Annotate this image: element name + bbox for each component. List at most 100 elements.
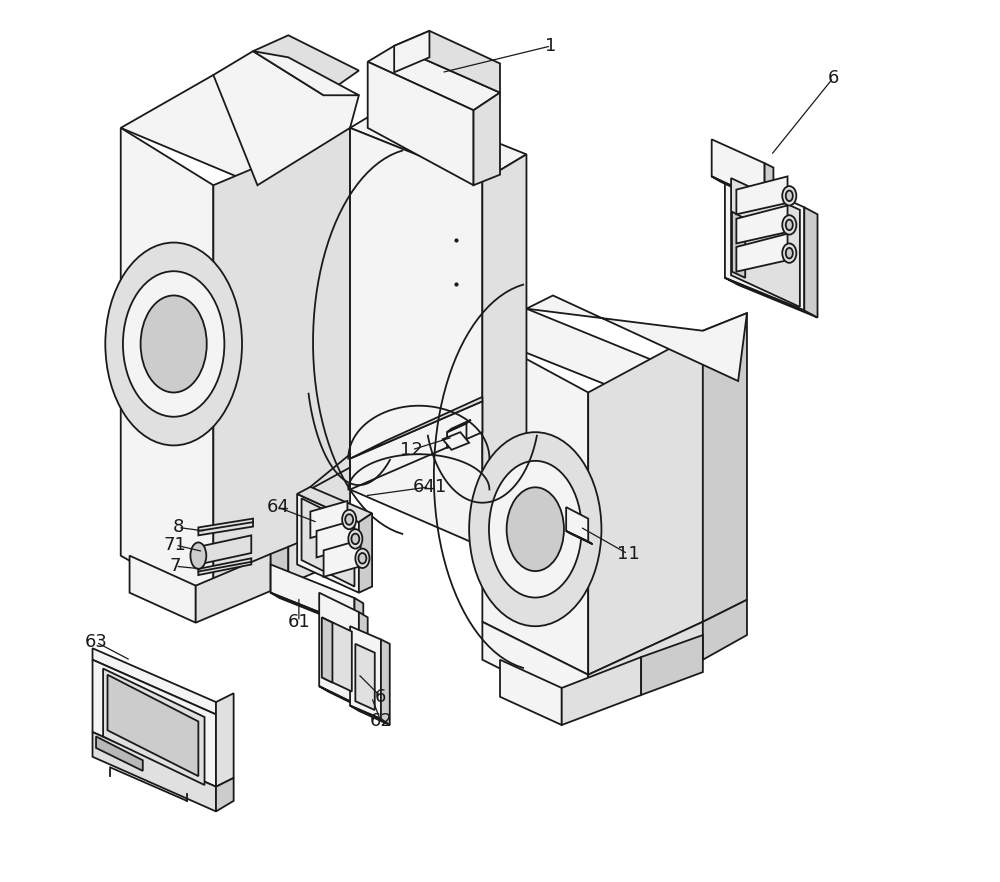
Polygon shape (736, 234, 788, 272)
Ellipse shape (190, 542, 206, 569)
Polygon shape (297, 487, 372, 522)
Ellipse shape (348, 529, 362, 549)
Polygon shape (302, 498, 354, 587)
Polygon shape (736, 206, 788, 243)
Polygon shape (350, 397, 482, 459)
Polygon shape (368, 46, 500, 110)
Polygon shape (447, 420, 471, 432)
Polygon shape (566, 507, 588, 542)
Polygon shape (736, 176, 788, 214)
Polygon shape (198, 558, 251, 575)
Polygon shape (271, 564, 354, 626)
Ellipse shape (782, 186, 796, 206)
Text: 6: 6 (828, 69, 839, 86)
Text: 62: 62 (369, 713, 392, 730)
Polygon shape (350, 101, 526, 181)
Polygon shape (359, 612, 368, 711)
Polygon shape (322, 617, 352, 691)
Polygon shape (588, 622, 703, 713)
Polygon shape (731, 178, 800, 307)
Polygon shape (725, 278, 818, 318)
Polygon shape (482, 154, 526, 547)
Polygon shape (297, 494, 359, 593)
Text: 71: 71 (164, 536, 187, 554)
Polygon shape (322, 617, 332, 683)
Ellipse shape (489, 460, 582, 598)
Polygon shape (130, 556, 196, 623)
Polygon shape (725, 172, 804, 310)
Polygon shape (354, 598, 363, 632)
Polygon shape (482, 309, 747, 423)
Polygon shape (381, 639, 390, 725)
Text: 641: 641 (412, 478, 447, 496)
Polygon shape (732, 212, 745, 278)
Polygon shape (96, 736, 143, 771)
Polygon shape (712, 139, 765, 201)
Polygon shape (93, 732, 216, 811)
Polygon shape (121, 128, 213, 609)
Polygon shape (562, 657, 641, 725)
Polygon shape (703, 600, 747, 660)
Polygon shape (319, 593, 359, 706)
Text: 12: 12 (400, 441, 423, 459)
Ellipse shape (786, 191, 793, 201)
Ellipse shape (358, 553, 366, 564)
Polygon shape (213, 51, 359, 185)
Polygon shape (253, 35, 359, 95)
Polygon shape (712, 176, 773, 206)
Ellipse shape (782, 215, 796, 235)
Polygon shape (213, 128, 350, 609)
Polygon shape (443, 432, 469, 450)
Polygon shape (359, 513, 372, 593)
Polygon shape (288, 520, 350, 584)
Polygon shape (447, 423, 466, 448)
Polygon shape (253, 51, 359, 95)
Polygon shape (350, 128, 482, 547)
Polygon shape (394, 31, 429, 72)
Polygon shape (93, 648, 216, 714)
Ellipse shape (507, 487, 564, 572)
Polygon shape (566, 531, 593, 544)
Polygon shape (350, 626, 381, 719)
Text: 6: 6 (375, 688, 387, 706)
Polygon shape (703, 313, 747, 622)
Polygon shape (474, 93, 500, 185)
Polygon shape (198, 535, 251, 564)
Polygon shape (500, 660, 562, 725)
Polygon shape (271, 593, 363, 632)
Polygon shape (482, 622, 588, 713)
Polygon shape (588, 331, 703, 675)
Polygon shape (108, 675, 198, 776)
Polygon shape (196, 554, 271, 623)
Ellipse shape (123, 272, 224, 417)
Ellipse shape (141, 295, 207, 392)
Text: 8: 8 (172, 519, 184, 536)
Ellipse shape (345, 514, 353, 525)
Polygon shape (103, 669, 205, 785)
Polygon shape (319, 686, 368, 711)
Polygon shape (350, 706, 390, 725)
Polygon shape (394, 31, 500, 93)
Ellipse shape (469, 432, 601, 626)
Text: 1: 1 (545, 37, 557, 55)
Polygon shape (350, 401, 482, 490)
Polygon shape (765, 163, 773, 206)
Text: 7: 7 (170, 557, 181, 575)
Ellipse shape (342, 510, 356, 529)
Ellipse shape (105, 243, 242, 445)
Polygon shape (198, 519, 253, 535)
Text: 11: 11 (617, 545, 639, 563)
Text: 61: 61 (288, 613, 310, 631)
Polygon shape (93, 660, 216, 787)
Polygon shape (216, 693, 234, 787)
Polygon shape (310, 501, 347, 538)
Text: 64: 64 (266, 498, 289, 516)
Polygon shape (641, 635, 703, 695)
Polygon shape (216, 778, 234, 811)
Polygon shape (355, 644, 375, 710)
Polygon shape (482, 335, 588, 675)
Polygon shape (317, 520, 354, 557)
Polygon shape (121, 75, 350, 185)
Polygon shape (324, 540, 361, 577)
Ellipse shape (355, 549, 369, 568)
